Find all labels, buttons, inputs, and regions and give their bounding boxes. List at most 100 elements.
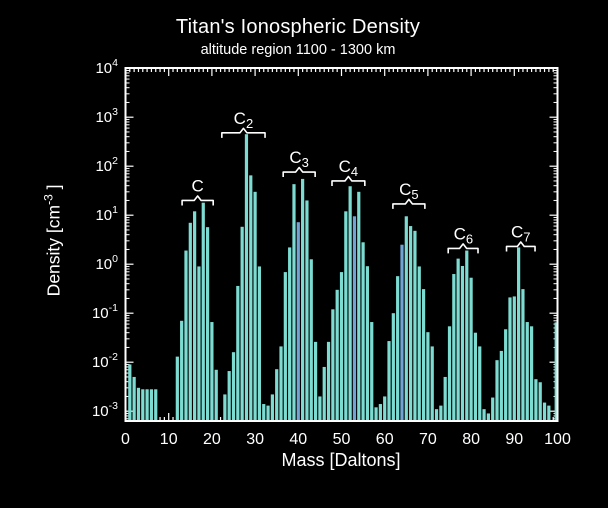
x-tick-label-0: 0 bbox=[121, 431, 130, 448]
bar-mass-20 bbox=[210, 322, 214, 421]
bar-mass-83 bbox=[482, 409, 486, 421]
group-label-c3: C3 bbox=[289, 148, 309, 170]
group-label-c2: C2 bbox=[234, 109, 254, 131]
bracket-c bbox=[181, 195, 214, 206]
bar-mass-57 bbox=[370, 322, 374, 421]
bar-mass-16 bbox=[193, 211, 197, 421]
bar-mass-24 bbox=[227, 371, 231, 421]
bar-mass-48 bbox=[331, 309, 335, 421]
group-label-c6: C6 bbox=[454, 224, 474, 246]
bar-mass-17 bbox=[197, 266, 201, 421]
x-tick-label-60: 60 bbox=[376, 431, 394, 448]
bar-mass-63 bbox=[396, 276, 400, 421]
x-tick-label-90: 90 bbox=[505, 431, 523, 448]
y-tick-label-4: 104 bbox=[95, 57, 118, 77]
bar-mass-65 bbox=[404, 216, 408, 421]
bar-mass-89 bbox=[508, 297, 512, 421]
bracket-c7 bbox=[505, 241, 536, 252]
bar-mass-35 bbox=[275, 369, 279, 421]
bar-mass-85 bbox=[491, 397, 495, 421]
bar-mass-74 bbox=[443, 376, 447, 421]
x-tick-label-20: 20 bbox=[203, 431, 221, 448]
bar-mass-67 bbox=[413, 230, 417, 421]
bar-mass-87 bbox=[499, 350, 503, 421]
bar-mass-36 bbox=[279, 346, 283, 421]
y-axis-label: Density [cm-3 ] bbox=[42, 90, 65, 390]
bracket-c3 bbox=[282, 166, 316, 178]
bar-mass-40 bbox=[296, 222, 300, 421]
bar-mass-58 bbox=[374, 407, 378, 421]
y-axis-label-exponent: -3 bbox=[41, 194, 56, 205]
group-label-c7: C7 bbox=[511, 222, 531, 244]
bar-mass-81 bbox=[473, 332, 478, 421]
bracket-c2 bbox=[221, 127, 266, 138]
bar-mass-2 bbox=[132, 376, 136, 421]
bar-mass-32 bbox=[262, 404, 266, 421]
y-tick-label-1: 101 bbox=[95, 204, 118, 224]
bar-mass-92 bbox=[521, 289, 525, 421]
bar-mass-88 bbox=[504, 329, 508, 421]
bar-mass-21 bbox=[214, 369, 218, 421]
bar-mass-6 bbox=[149, 389, 154, 421]
bar-mass-28 bbox=[244, 134, 249, 422]
bar-mass-26 bbox=[236, 285, 240, 421]
bar-mass-79 bbox=[465, 250, 469, 421]
bar-mass-12 bbox=[175, 356, 179, 421]
bar-mass-60 bbox=[383, 396, 387, 421]
chart-title: Titan's Ionospheric Density bbox=[175, 16, 421, 38]
y-tick-label-0: 100 bbox=[95, 253, 118, 273]
bar-mass-14 bbox=[184, 250, 188, 421]
bar-mass-61 bbox=[387, 341, 391, 421]
chart-subtitle: altitude region 1100 - 1300 km bbox=[200, 42, 396, 58]
bar-mass-75 bbox=[447, 326, 452, 421]
bar-mass-64 bbox=[400, 244, 404, 421]
bracket-c4 bbox=[331, 175, 366, 186]
bar-mass-19 bbox=[205, 227, 210, 421]
bar-mass-93 bbox=[525, 322, 529, 421]
x-tick-label-100: 100 bbox=[544, 431, 571, 448]
x-tick-label-80: 80 bbox=[462, 431, 480, 448]
bar-mass-37 bbox=[283, 272, 287, 421]
x-tick-label-40: 40 bbox=[289, 431, 307, 448]
x-axis-label: Mass [Daltons] bbox=[281, 450, 401, 470]
bar-mass-5 bbox=[145, 389, 149, 421]
bar-mass-50 bbox=[339, 272, 344, 421]
bar-mass-4 bbox=[141, 389, 145, 421]
bar-mass-82 bbox=[478, 346, 482, 421]
bar-mass-34 bbox=[270, 394, 274, 421]
bar-mass-38 bbox=[288, 247, 292, 421]
bar-mass-84 bbox=[486, 413, 490, 421]
bar-mass-3 bbox=[136, 387, 141, 421]
bar-mass-56 bbox=[365, 266, 370, 421]
bar-mass-1 bbox=[128, 364, 132, 421]
bar-mass-15 bbox=[188, 222, 192, 421]
y-tick-label-3: 103 bbox=[95, 106, 118, 126]
bar-mass-80 bbox=[469, 277, 473, 421]
bar-mass-33 bbox=[266, 405, 270, 421]
bar-mass-91 bbox=[517, 247, 521, 421]
bar-mass-86 bbox=[495, 360, 499, 421]
bar-mass-18 bbox=[201, 202, 205, 421]
bar-mass-49 bbox=[335, 289, 339, 421]
bar-mass-52 bbox=[348, 186, 352, 421]
x-tick-label-70: 70 bbox=[419, 431, 437, 448]
bar-mass-68 bbox=[417, 266, 421, 421]
bar-mass-45 bbox=[318, 396, 322, 421]
bar-mass-99.7 bbox=[554, 322, 558, 421]
bar-mass-70 bbox=[426, 332, 430, 421]
group-label-c4: C4 bbox=[339, 157, 359, 179]
bar-mass-62 bbox=[391, 313, 395, 421]
bar-mass-31 bbox=[257, 266, 262, 421]
bar-mass-7 bbox=[154, 389, 158, 421]
bar-mass-59 bbox=[378, 404, 382, 421]
y-tick-label--2: 10-2 bbox=[92, 351, 118, 371]
bracket-c5 bbox=[392, 198, 426, 209]
bar-mass-43 bbox=[309, 259, 313, 421]
bar-mass-96 bbox=[538, 382, 542, 421]
bar-mass-51 bbox=[344, 211, 348, 421]
bar-mass-53 bbox=[352, 216, 357, 421]
y-tick-label--1: 10-1 bbox=[92, 302, 118, 322]
y-axis-label-bracket: ] bbox=[43, 184, 64, 195]
